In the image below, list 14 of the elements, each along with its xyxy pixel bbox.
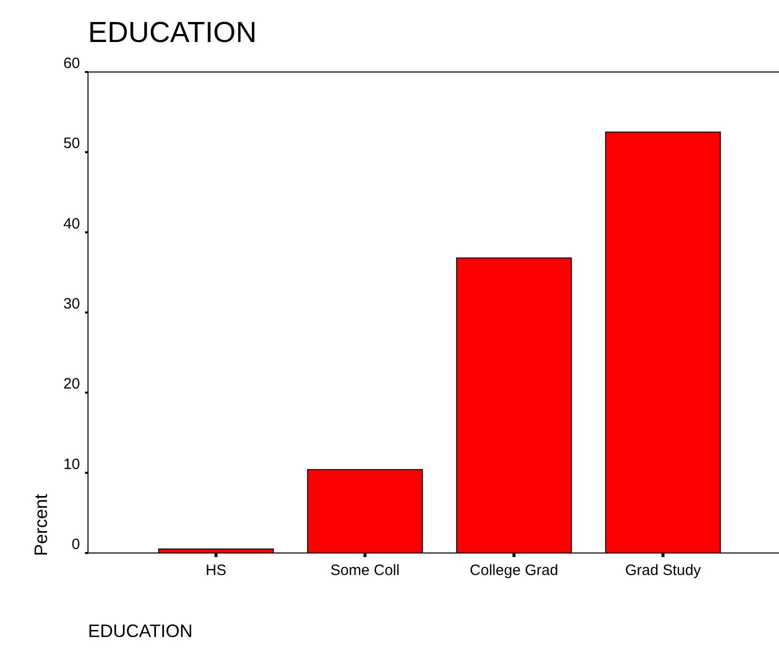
- y-tick-label: 30: [63, 296, 80, 312]
- y-tick-label: 50: [63, 135, 80, 152]
- y-tick-label: 20: [63, 376, 80, 393]
- x-tick-label: College Grad: [470, 562, 558, 579]
- y-tick-label: 10: [63, 456, 80, 473]
- x-tick-label: Some Coll: [330, 562, 400, 579]
- x-axis-title: EDUCATION: [88, 621, 193, 641]
- chart-title: EDUCATION: [88, 17, 257, 49]
- y-tick-label: 60: [63, 55, 80, 72]
- y-tick-label: 0: [72, 536, 80, 553]
- y-tick-label: 40: [63, 215, 80, 232]
- y-axis-title: Percent: [31, 494, 51, 556]
- x-tick-label: Grad Study: [625, 562, 702, 579]
- x-tick-label: HS: [206, 562, 226, 579]
